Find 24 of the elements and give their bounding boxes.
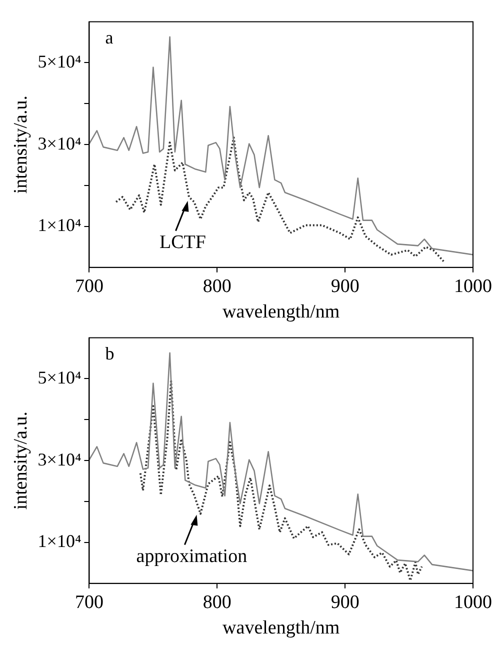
x-tick-label: 700 — [74, 592, 104, 613]
x-tick-label: 1000 — [454, 276, 492, 297]
x-tick-label: 900 — [330, 592, 360, 613]
x-tick-label: 1000 — [454, 592, 492, 613]
x-axis-title: wavelength/nm — [222, 618, 340, 639]
y-axis-title: intensity/a.u. — [10, 412, 32, 510]
x-axis-title: wavelength/nm — [222, 302, 340, 323]
x-tick-label: 700 — [74, 276, 104, 297]
x-tick-label: 900 — [330, 276, 360, 297]
y-axis-title: intensity/a.u. — [10, 96, 32, 194]
y-tick-label: 3×10⁴ — [38, 449, 82, 470]
line-series — [139, 380, 423, 582]
line-series — [115, 136, 445, 262]
chart-title: b — [105, 344, 114, 364]
chart-title: a — [105, 28, 114, 48]
y-tick-label: 1×10⁴ — [38, 215, 82, 236]
y-tick-label: 3×10⁴ — [38, 133, 82, 154]
y-tick-label: 1×10⁴ — [38, 531, 82, 552]
x-tick-label: 800 — [202, 276, 232, 297]
annotation: LCTF — [160, 232, 206, 253]
x-tick-label: 800 — [202, 592, 232, 613]
annotation: approximation — [136, 546, 248, 567]
y-tick-label: 5×10⁴ — [38, 51, 82, 72]
y-tick-label: 5×10⁴ — [38, 367, 82, 388]
